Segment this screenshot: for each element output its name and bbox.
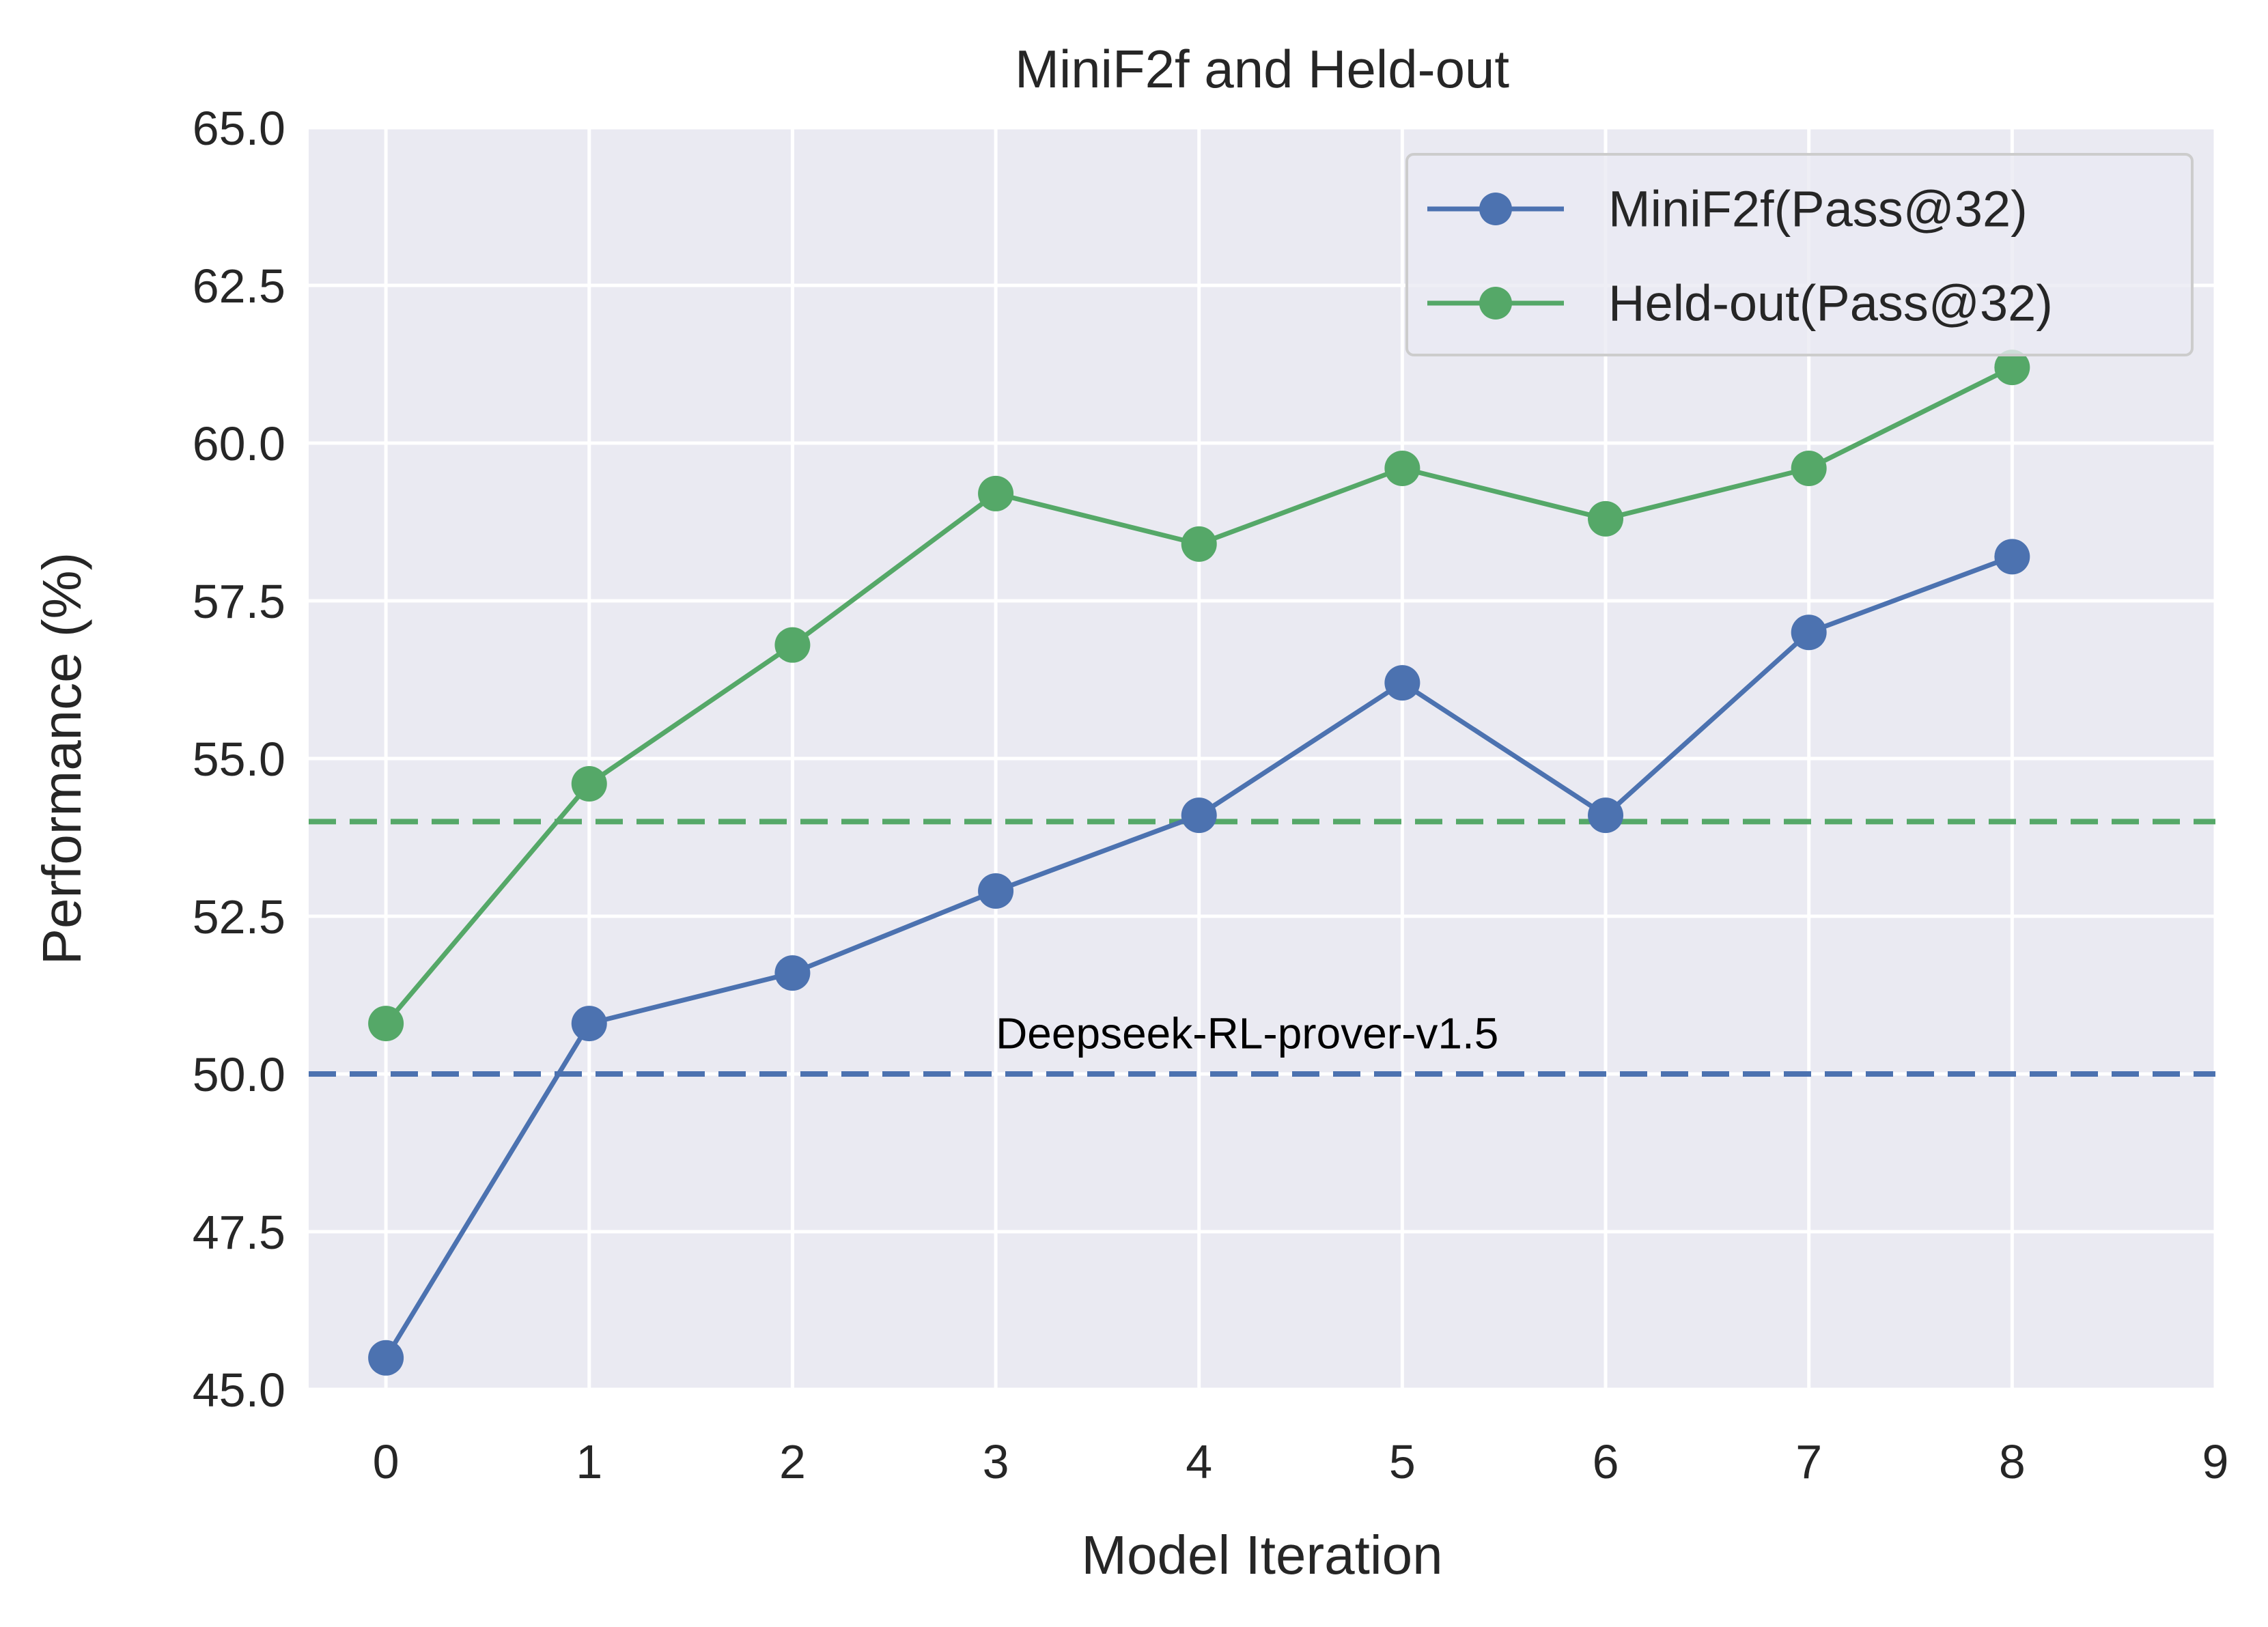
data-point-1 xyxy=(774,627,811,663)
data-point-1 xyxy=(1791,450,1827,486)
y-tick-label: 57.5 xyxy=(193,575,285,628)
data-point-1 xyxy=(571,765,607,802)
legend-swatch-marker xyxy=(1479,193,1512,225)
legend-entry-held-out: Held-out(Pass@32) xyxy=(1427,275,2053,332)
data-point-0 xyxy=(1384,665,1420,701)
x-tick-label: 2 xyxy=(779,1435,806,1488)
y-tick-label: 45.0 xyxy=(193,1363,285,1417)
data-point-1 xyxy=(1181,526,1217,562)
legend: MiniF2f(Pass@32) Held-out(Pass@32) xyxy=(1405,153,2194,356)
data-point-0 xyxy=(571,1006,607,1042)
legend-swatch-marker xyxy=(1479,287,1512,320)
x-axis-label: Model Iteration xyxy=(1081,1525,1442,1585)
data-point-1 xyxy=(1588,500,1624,537)
baseline-annotation: Deepseek-RL-prover-v1.5 xyxy=(996,1008,1498,1058)
legend-box xyxy=(1405,153,2194,356)
data-point-1 xyxy=(978,475,1014,511)
x-tick-label: 7 xyxy=(1795,1435,1822,1488)
chart-title: MiniF2f and Held-out xyxy=(1015,39,1509,99)
y-tick-label: 60.0 xyxy=(193,417,285,470)
legend-label-minif2f: MiniF2f(Pass@32) xyxy=(1608,181,2028,238)
series-layer xyxy=(368,350,2030,1376)
y-tick-label: 47.5 xyxy=(193,1206,285,1259)
legend-entry-minif2f: MiniF2f(Pass@32) xyxy=(1427,181,2028,238)
data-point-1 xyxy=(368,1006,404,1042)
data-point-0 xyxy=(1791,614,1827,651)
y-tick-label: 65.0 xyxy=(193,102,285,155)
x-tick-label: 3 xyxy=(983,1435,1009,1488)
data-point-0 xyxy=(978,873,1014,909)
x-tick-label: 5 xyxy=(1389,1435,1416,1488)
x-tick-label: 1 xyxy=(576,1435,602,1488)
data-point-0 xyxy=(774,955,811,991)
x-tick-label: 9 xyxy=(2202,1435,2229,1488)
y-tick-label: 52.5 xyxy=(193,890,285,944)
x-tick-label: 4 xyxy=(1186,1435,1212,1488)
legend-label-held-out: Held-out(Pass@32) xyxy=(1608,275,2053,332)
data-point-1 xyxy=(1994,350,2030,386)
data-point-0 xyxy=(368,1340,404,1376)
data-point-1 xyxy=(1384,450,1420,486)
data-point-0 xyxy=(1181,797,1217,834)
y-tick-label: 50.0 xyxy=(193,1048,285,1101)
x-tick-label: 8 xyxy=(1999,1435,2026,1488)
reference-lines xyxy=(309,819,2215,1077)
data-point-0 xyxy=(1588,797,1624,834)
y-tick-label: 62.5 xyxy=(193,259,285,313)
tick-labels: 0 1 2 3 4 5 6 7 8 9 45.0 47.5 50.0 52.5 55.0 57.5 60.0 62… xyxy=(193,102,2229,1488)
data-point-0 xyxy=(1994,539,2030,575)
x-tick-label: 0 xyxy=(373,1435,400,1488)
x-tick-label: 6 xyxy=(1593,1435,1619,1488)
y-tick-label: 55.0 xyxy=(193,733,285,786)
y-axis-label: Performance (%) xyxy=(31,552,92,965)
